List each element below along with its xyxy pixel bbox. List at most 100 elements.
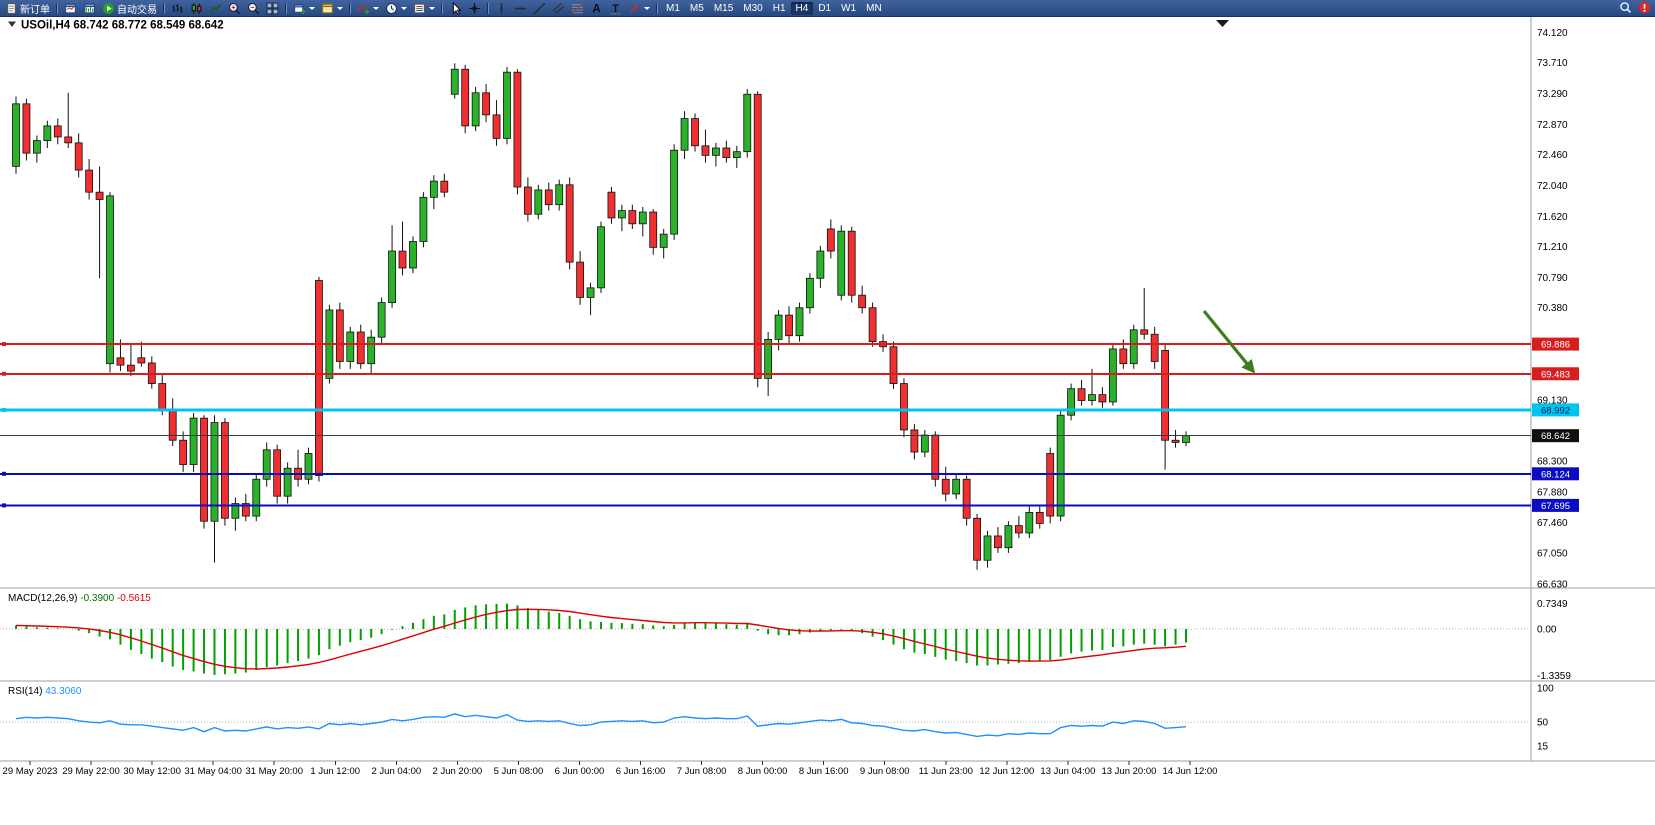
trendline-button[interactable] xyxy=(530,1,549,16)
text-button[interactable]: A xyxy=(587,1,606,16)
candle-body xyxy=(889,346,898,384)
candle-body xyxy=(1129,329,1138,365)
time-axis-label: 2 Jun 20:00 xyxy=(433,766,483,777)
hline-icon xyxy=(514,2,527,15)
rsi-axis-label: 50 xyxy=(1537,718,1549,729)
time-axis-label: 2 Jun 04:00 xyxy=(371,766,421,777)
label-button[interactable]: T xyxy=(606,1,625,16)
candle-body xyxy=(398,250,407,269)
vertical-line-button[interactable] xyxy=(492,1,511,16)
autotrade-button[interactable]: 自动交易 xyxy=(99,1,160,16)
macd-label: MACD(12,26,9) -0.3900 -0.5615 xyxy=(8,593,151,604)
window-nav-icon xyxy=(83,2,96,15)
candle-body xyxy=(158,383,167,410)
candle-body xyxy=(994,535,1002,549)
line-handle[interactable] xyxy=(2,471,6,476)
candle-body xyxy=(586,287,595,298)
candle-body xyxy=(691,118,699,147)
new-order-button[interactable]: 新订单 xyxy=(2,1,53,16)
search-button[interactable] xyxy=(1619,1,1632,14)
timeframe-button-m5[interactable]: M5 xyxy=(689,2,704,14)
candle-body xyxy=(200,417,208,522)
toolbar-right-group xyxy=(1619,1,1651,14)
price-badge-label: 69.483 xyxy=(1541,369,1570,380)
candle-body xyxy=(534,189,543,215)
candle-body xyxy=(482,92,490,116)
chart-area[interactable] xyxy=(0,17,1655,825)
caret-down-icon xyxy=(644,6,650,10)
line-handle[interactable] xyxy=(2,371,6,376)
periods-button[interactable] xyxy=(382,1,410,16)
profiles-button[interactable] xyxy=(318,1,346,16)
trend-arrow[interactable] xyxy=(1202,309,1256,374)
candle-body xyxy=(32,140,41,154)
one-click-trading-toggle[interactable] xyxy=(8,21,16,28)
toolbar-separator xyxy=(163,2,165,14)
line-handle[interactable] xyxy=(2,342,6,347)
window-quotes-icon xyxy=(64,2,77,15)
line-chart-button[interactable] xyxy=(206,1,225,16)
timeframe-button-h1[interactable]: H1 xyxy=(772,2,786,14)
price-axis-label: 68.300 xyxy=(1537,456,1568,467)
time-axis-label: 30 May 12:00 xyxy=(123,766,181,777)
window-profile-icon xyxy=(321,2,334,15)
clock-icon xyxy=(385,2,398,15)
timeframe-button-d1[interactable]: D1 xyxy=(818,2,832,14)
fibonacci-button[interactable] xyxy=(568,1,587,16)
toolbar-separator xyxy=(285,2,287,14)
crosshair-icon xyxy=(468,2,481,15)
horizontal-line-button[interactable] xyxy=(511,1,530,16)
rsi-axis-label: 100 xyxy=(1537,684,1554,695)
timeframe-button-m30[interactable]: M30 xyxy=(743,2,763,14)
candle-body xyxy=(628,210,637,225)
timeframe-button-m1[interactable]: M1 xyxy=(666,2,680,14)
price-badge xyxy=(1532,429,1579,443)
candle-body xyxy=(764,338,773,379)
navigator-button[interactable] xyxy=(80,1,99,16)
timeframe-button-m15[interactable]: M15 xyxy=(713,2,734,14)
price-axis-label: 71.620 xyxy=(1537,212,1568,223)
arrows-button[interactable] xyxy=(625,1,653,16)
timeframe-button-mn[interactable]: MN xyxy=(866,2,882,14)
candle-body xyxy=(241,503,250,517)
zoom-out-icon xyxy=(247,2,260,15)
candle-body xyxy=(492,114,501,139)
fibo-icon xyxy=(571,2,584,15)
candle-body xyxy=(43,125,52,142)
new-chart-button[interactable] xyxy=(290,1,318,16)
line-handle[interactable] xyxy=(2,503,6,508)
indicators-button[interactable] xyxy=(354,1,382,16)
price-axis[interactable] xyxy=(1531,17,1655,761)
candle-body xyxy=(1098,394,1107,403)
arrow-tool-icon xyxy=(628,2,641,15)
price-axis-label: 72.460 xyxy=(1537,150,1568,161)
price-axis-label: 67.460 xyxy=(1537,518,1568,529)
crosshair-button[interactable] xyxy=(465,1,484,16)
macd-axis-label: 0.00 xyxy=(1537,625,1557,636)
timeframe-button-w1[interactable]: W1 xyxy=(841,2,857,14)
price-axis-label: 67.880 xyxy=(1537,487,1568,498)
chart-shift-marker[interactable] xyxy=(1216,20,1229,27)
candle-body xyxy=(743,93,752,153)
candles-chart-icon xyxy=(190,2,203,15)
tile-windows-button[interactable] xyxy=(263,1,282,16)
cursor-button[interactable] xyxy=(446,1,465,16)
bar-chart-button[interactable] xyxy=(168,1,187,16)
time-axis-label: 31 May 20:00 xyxy=(245,766,303,777)
line-handle[interactable] xyxy=(2,407,6,412)
candle-body xyxy=(179,439,188,465)
market-watch-button[interactable] xyxy=(61,1,80,16)
candle-body xyxy=(732,151,741,158)
notifications-button[interactable] xyxy=(1638,1,1651,14)
time-axis-label: 13 Jun 04:00 xyxy=(1040,766,1095,777)
zoom-in-button[interactable] xyxy=(225,1,244,16)
channel-button[interactable] xyxy=(549,1,568,16)
zoom-out-button[interactable] xyxy=(244,1,263,16)
price-axis-label: 70.380 xyxy=(1537,303,1568,314)
templates-button[interactable] xyxy=(410,1,438,16)
candle-body xyxy=(576,261,585,298)
timeframe-button-h4[interactable]: H4 xyxy=(790,1,814,15)
time-axis[interactable] xyxy=(0,761,1531,781)
candle-body xyxy=(429,180,438,198)
candlestick-chart-button[interactable] xyxy=(187,1,206,16)
